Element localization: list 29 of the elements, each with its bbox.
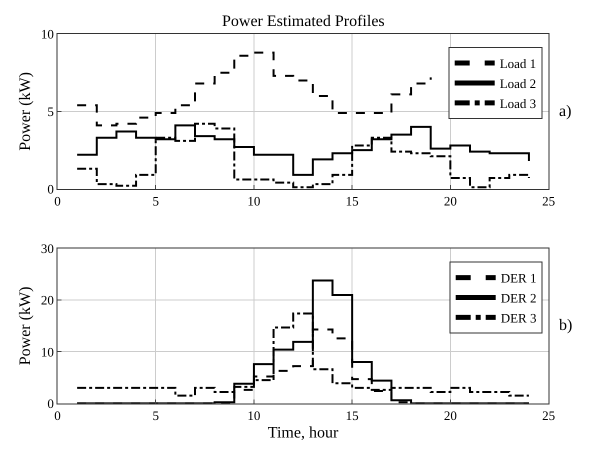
y-tick-label: 20 [40, 292, 54, 308]
legend-label: Load 2 [500, 76, 536, 92]
x-tick-label: 15 [346, 193, 359, 208]
x-tick-label: 10 [247, 408, 260, 423]
x-tick-label: 25 [542, 408, 556, 423]
x-tick-label: 25 [542, 193, 556, 208]
y-tick-label: 10 [40, 344, 54, 360]
y-tick-label: 5 [47, 104, 54, 119]
y-tick-label: 0 [47, 181, 54, 196]
legend-label: Load 3 [500, 96, 536, 111]
x-axis-title: Time, hour [268, 424, 339, 442]
x-tick-label: 5 [152, 193, 159, 208]
legend-label: DER 3 [500, 310, 536, 326]
x-tick-label: 15 [346, 408, 359, 423]
x-tick-label: 20 [444, 193, 457, 208]
y-axis-title: Power (kW) [16, 72, 34, 151]
text: a) [559, 103, 572, 120]
legend-label: Load 1 [500, 56, 536, 72]
chart-title: Power Estimated Profiles [222, 13, 385, 30]
y-tick-label: 30 [40, 241, 54, 256]
x-tick-label: 20 [444, 408, 457, 423]
y-tick-label: 0 [47, 396, 54, 411]
x-tick-label: 5 [152, 408, 159, 423]
x-tick-label: 10 [247, 193, 260, 208]
y-axis-title: Power (kW) [16, 286, 34, 366]
y-tick-label: 10 [40, 26, 54, 42]
text: b) [559, 317, 572, 334]
legend-label: DER 2 [500, 290, 536, 306]
legend-label: DER 1 [500, 270, 536, 286]
